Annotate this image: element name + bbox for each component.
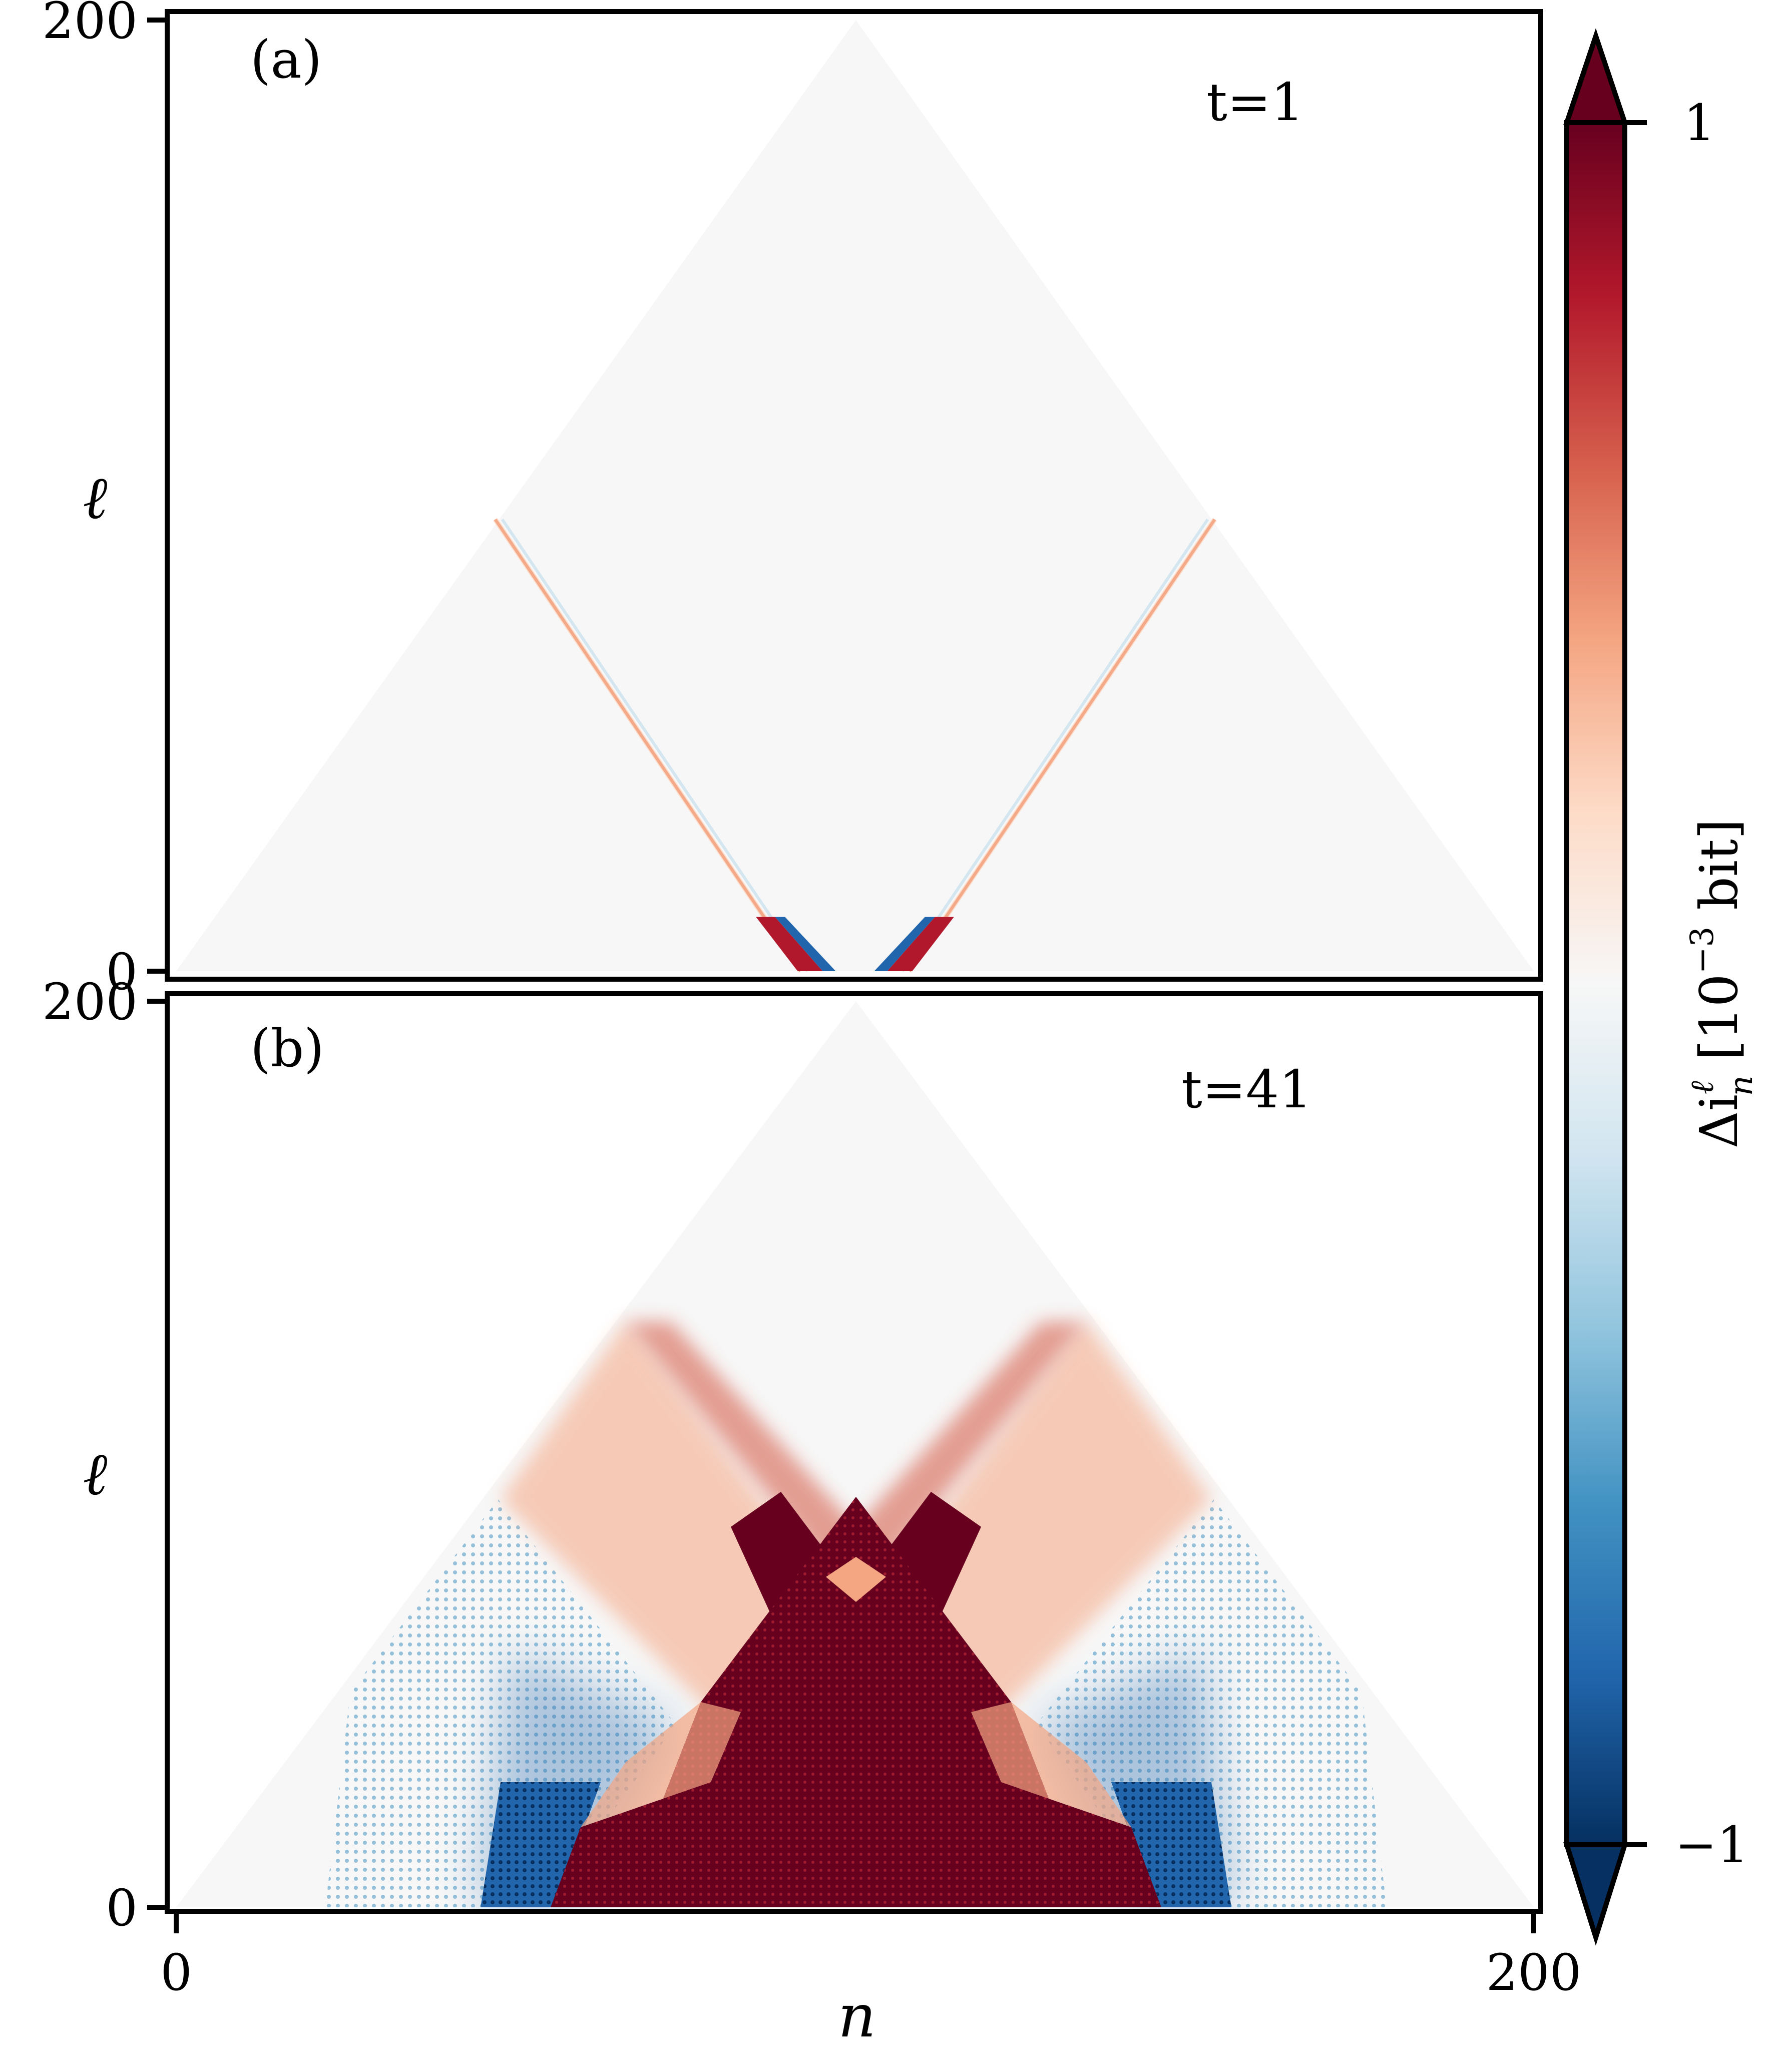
colorbar-tick-label-bottom: −1 — [1675, 1816, 1748, 1874]
colorbar-label-group: Δiℓn [10−3 bit] — [1684, 819, 1760, 1149]
ytick-label-0-1: 200 — [42, 0, 138, 50]
panel-b-central-core — [621, 1497, 1091, 1907]
panel-a-label: (a) — [250, 29, 322, 90]
panel-b-blue-right — [1036, 1499, 1387, 1907]
colorbar-label-suffix: bit] — [1688, 819, 1749, 927]
panel-a-lightcone-bands — [493, 518, 1217, 973]
panel-a-ylabel: ℓ — [83, 463, 107, 532]
colorbar-label-main: Δi — [1688, 1094, 1749, 1148]
panel-b-yticks: 0 200 — [42, 973, 167, 1937]
panel-b-xlabel: n — [838, 1981, 876, 2050]
panel-b-side-triangle-right — [901, 1782, 1161, 1907]
lightcone-footprint-0 — [756, 917, 823, 971]
colorbar-label-prefix: [10 — [1688, 974, 1749, 1060]
panel-a-lightcone — [176, 20, 1534, 971]
lightcone-band-0-2 — [501, 518, 809, 972]
panel-b-label: (b) — [250, 1018, 324, 1079]
ytick-label-0-0: 0 — [106, 943, 138, 1001]
panel-a-time: t=1 — [1206, 72, 1304, 133]
xtick-label-1: 200 — [1486, 1943, 1582, 2002]
ytick-label-1-1: 200 — [42, 973, 138, 1031]
panel-b-time: t=41 — [1181, 1059, 1312, 1120]
colorbar-tick-label-top: 1 — [1683, 94, 1715, 152]
xtick-label-0: 0 — [160, 1943, 192, 2002]
colorbar-label-sub: n — [1723, 1075, 1760, 1096]
colorbar-extend-bottom — [1563, 1842, 1628, 1946]
lightcone-footprint-1 — [887, 917, 954, 971]
colorbar-label: Δiℓn [10−3 bit] — [1684, 819, 1760, 1149]
colorbar-body — [1564, 120, 1627, 1847]
lightcone-band-1-2 — [901, 518, 1209, 972]
colorbar-extend-top — [1563, 28, 1628, 125]
lightcone-footprint-blue-1 — [874, 917, 935, 971]
panel-b-blue-left — [325, 1499, 676, 1907]
panel-b-left-streaks — [581, 1702, 741, 1827]
panel-b: (b) t=41 0 200 ℓ 0 200 n — [42, 973, 1581, 2050]
colorbar-label-sup: ℓ — [1684, 1081, 1721, 1094]
panel-b-frame — [165, 991, 1543, 1914]
panel-b-xticks: 0 200 — [160, 1911, 1581, 2002]
panel-a: (a) t=1 0 200 ℓ — [42, 0, 1543, 1001]
panel-b-ylabel: ℓ — [83, 1439, 107, 1508]
panel-b-right-streaks — [971, 1702, 1131, 1827]
lightcone-footprint-blue-0 — [775, 917, 836, 971]
lightcone-band-1-1 — [908, 518, 1216, 972]
colorbar: 1 −1 Δiℓn [10−3 bit] — [1563, 28, 1760, 1946]
ytick-label-1-0: 0 — [106, 1879, 138, 1937]
panel-a-yticks: 0 200 — [42, 0, 167, 1001]
panel-b-side-triangle-left — [551, 1782, 811, 1907]
colorbar-label-exp: −3 — [1684, 927, 1721, 974]
panel-a-frame — [165, 9, 1543, 982]
panel-b-core-tip — [826, 1557, 886, 1602]
lightcone-band-0-1 — [494, 518, 802, 972]
